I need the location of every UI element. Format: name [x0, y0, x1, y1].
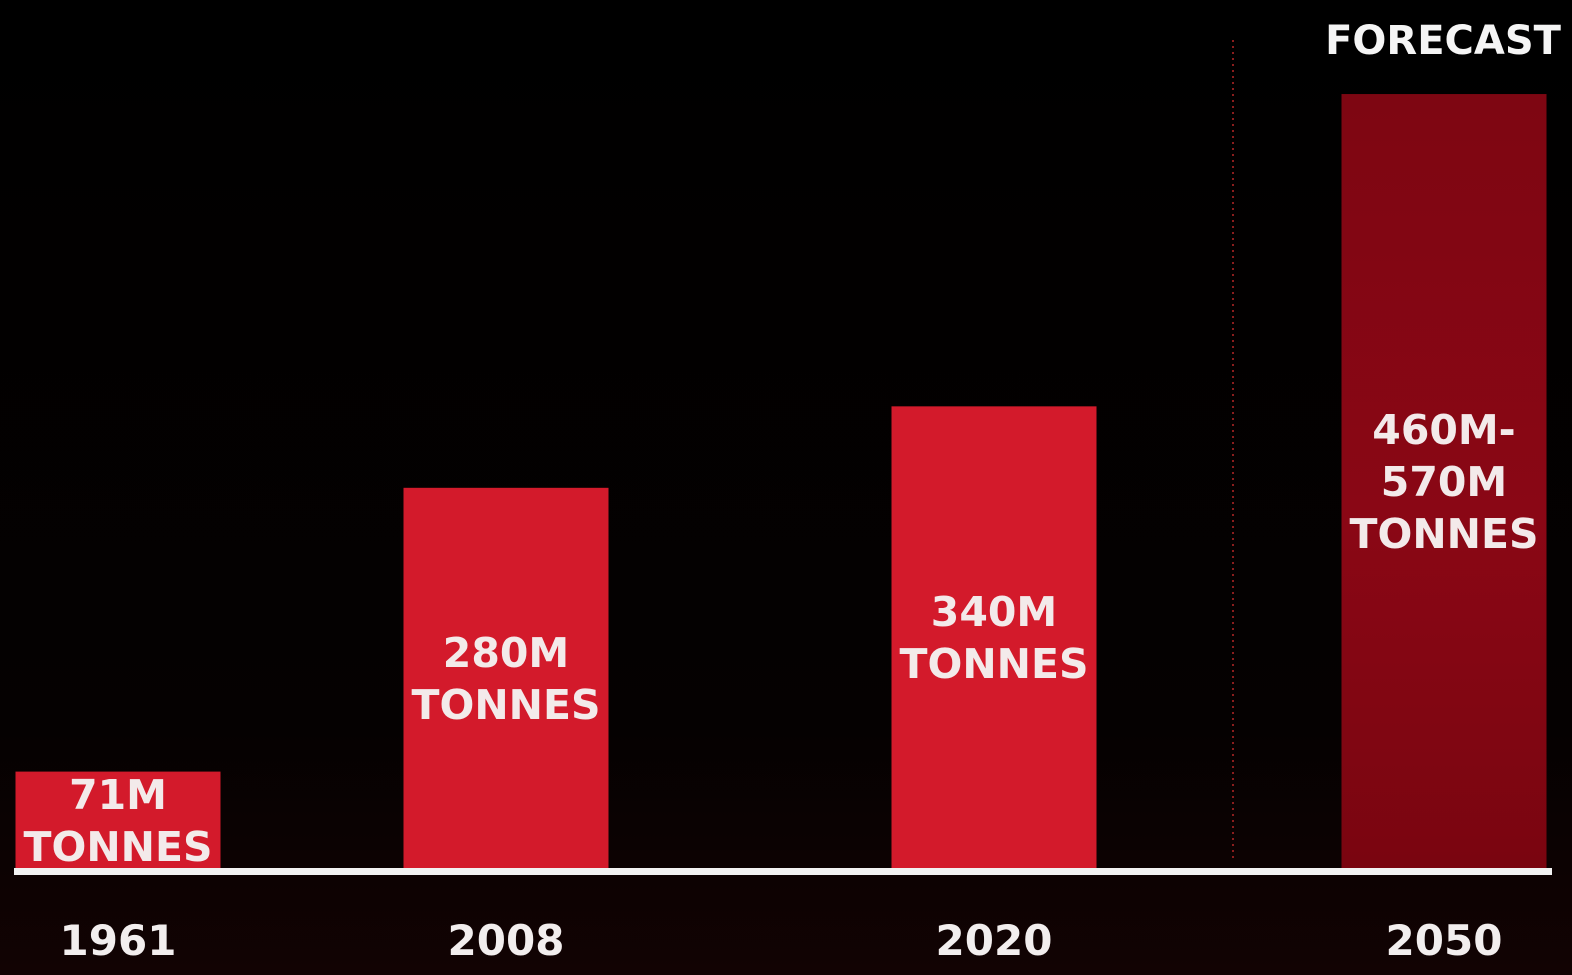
bar-label-2008-line-2: TONNES — [412, 681, 601, 729]
bar-label-2050-line-1: 460M- — [1372, 406, 1515, 454]
x-axis-baseline — [14, 868, 1552, 875]
x-tick-label-2008: 2008 — [448, 916, 565, 965]
forecast-label: FORECAST — [1325, 18, 1562, 64]
x-tick-label-1961: 1961 — [60, 916, 177, 965]
bars-layer — [15, 94, 1547, 868]
bar-label-2020-line-1: 340M — [931, 588, 1057, 636]
bar-labels-layer: 71MTONNES280MTONNES340MTONNES460M-570MTO… — [24, 406, 1539, 871]
x-tick-label-2050: 2050 — [1386, 916, 1503, 965]
bar-label-2008-line-1: 280M — [443, 629, 569, 677]
bar-label-2050-line-3: TONNES — [1350, 510, 1539, 558]
bar-1961 — [15, 771, 221, 868]
bar-2020 — [891, 406, 1097, 868]
bar-label-1961-line-2: TONNES — [24, 823, 213, 871]
bar-2050 — [1341, 94, 1547, 868]
x-tick-labels-layer: 1961 2008 2020 2050 — [60, 916, 1503, 965]
bar-label-2020-line-2: TONNES — [900, 640, 1089, 688]
x-tick-label-2020: 2020 — [936, 916, 1053, 965]
bar-label-1961-line-1: 71M — [69, 771, 167, 819]
bar-2008 — [403, 487, 609, 868]
bar-label-2050-line-2: 570M — [1381, 458, 1507, 506]
